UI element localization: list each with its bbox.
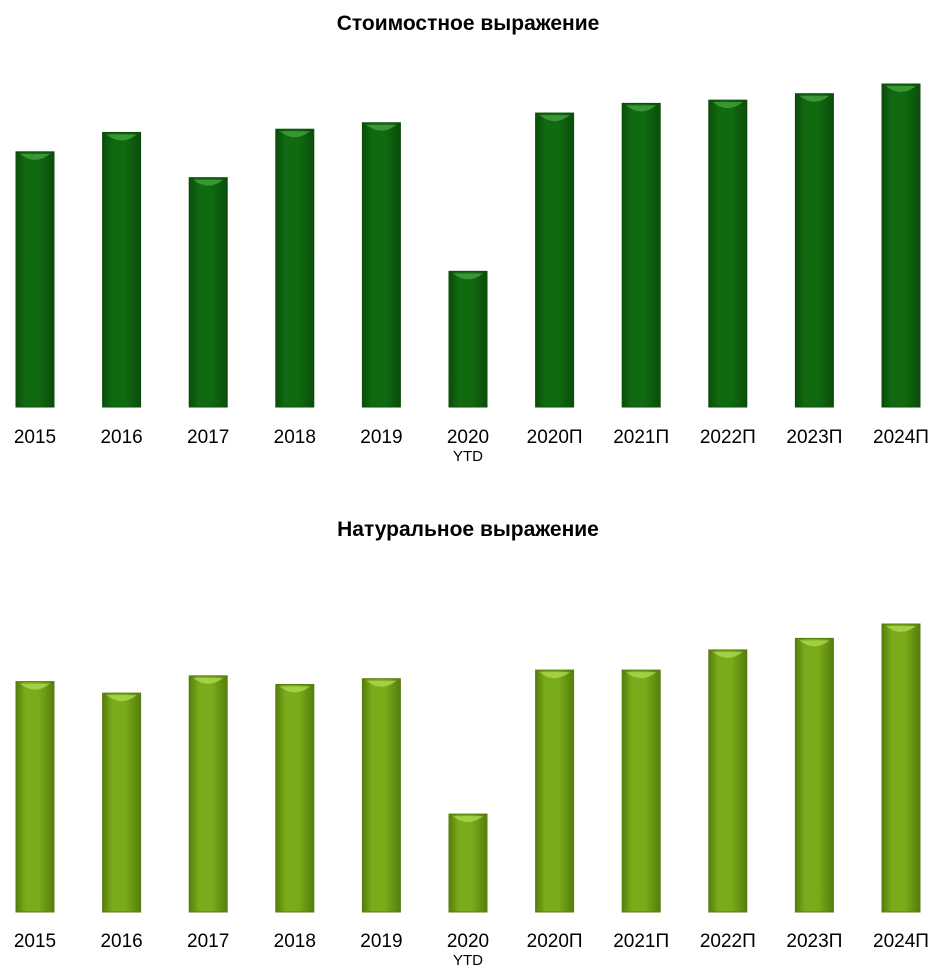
x-tick-label: 2019 xyxy=(360,931,402,952)
bar xyxy=(881,83,921,408)
x-tick-label: 2018 xyxy=(274,427,316,448)
bar xyxy=(794,93,834,408)
bar xyxy=(621,102,661,408)
x-tick-label: 2016 xyxy=(100,931,142,952)
bar xyxy=(188,177,228,408)
x-tick-label: 2018 xyxy=(274,931,316,952)
bar xyxy=(361,678,401,913)
bar-highlight xyxy=(279,131,310,138)
bar-highlight xyxy=(799,95,830,102)
chart-title: Стоимостное выражение xyxy=(336,12,600,35)
bar xyxy=(15,681,55,913)
bar xyxy=(708,99,748,408)
chart-title: Натуральное выражение xyxy=(337,518,599,541)
x-tick-label: 2020 xyxy=(447,931,489,952)
bar xyxy=(102,131,142,408)
bar-highlight xyxy=(886,626,916,632)
bar-highlight xyxy=(712,651,743,658)
bar xyxy=(708,649,748,913)
bar-highlight xyxy=(366,124,397,131)
bar xyxy=(448,270,488,408)
bar-highlight xyxy=(279,686,310,693)
x-tick-label: 2016 xyxy=(100,427,142,448)
bar-highlight xyxy=(20,683,50,690)
bar xyxy=(881,623,921,913)
bar xyxy=(448,813,488,913)
bar-highlight xyxy=(712,102,743,109)
bar xyxy=(275,683,315,913)
bar xyxy=(361,122,401,408)
bar-highlight xyxy=(626,672,657,679)
x-tick-label: 2022П xyxy=(700,427,756,448)
bar-highlight xyxy=(20,153,50,160)
bar xyxy=(275,128,315,408)
bar-highlight xyxy=(106,695,137,702)
bar xyxy=(535,669,575,913)
bar-highlight xyxy=(193,677,224,684)
bar xyxy=(15,151,55,408)
bar-highlight xyxy=(539,672,570,679)
x-tick-label: 2020П xyxy=(527,427,583,448)
bar-highlight xyxy=(886,86,916,92)
x-tick-sublabel: YTD xyxy=(453,448,483,465)
bar-highlight xyxy=(799,640,830,647)
x-tick-label: 2017 xyxy=(187,427,229,448)
x-tick-label: 2021П xyxy=(613,427,669,448)
bar-highlight xyxy=(453,273,483,280)
x-tick-label: 2023П xyxy=(786,427,842,448)
bar-highlight xyxy=(106,134,137,141)
x-tick-label: 2024П xyxy=(873,931,929,952)
x-tick-label: 2017 xyxy=(187,931,229,952)
bar xyxy=(102,692,142,913)
bar xyxy=(621,669,661,913)
bar-highlight xyxy=(366,680,397,687)
bar-highlight xyxy=(626,105,657,112)
bar-highlight xyxy=(193,179,224,186)
x-tick-label: 2020П xyxy=(527,931,583,952)
bar xyxy=(794,637,834,913)
x-tick-label: 2015 xyxy=(14,931,56,952)
bar-highlight xyxy=(453,816,483,823)
x-tick-label: 2022П xyxy=(700,931,756,952)
bar-highlight xyxy=(539,115,570,122)
x-tick-label: 2021П xyxy=(613,931,669,952)
x-tick-label: 2020 xyxy=(447,427,489,448)
x-tick-label: 2019 xyxy=(360,427,402,448)
x-tick-label: 2024П xyxy=(873,427,929,448)
x-tick-sublabel: YTD xyxy=(453,952,483,969)
bar xyxy=(188,675,228,913)
bar xyxy=(535,112,575,408)
x-tick-label: 2015 xyxy=(14,427,56,448)
x-tick-label: 2023П xyxy=(786,931,842,952)
